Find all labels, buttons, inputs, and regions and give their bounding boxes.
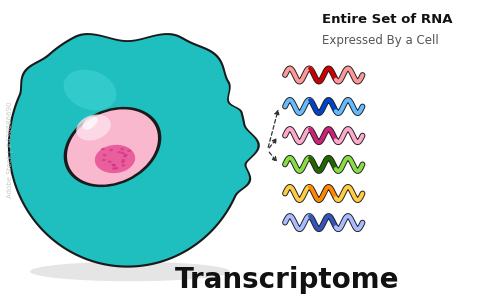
Ellipse shape (112, 164, 116, 166)
Text: Transcriptome: Transcriptome (176, 266, 400, 295)
Ellipse shape (122, 164, 126, 167)
Ellipse shape (95, 145, 135, 173)
Ellipse shape (118, 151, 122, 153)
Ellipse shape (127, 149, 131, 152)
Ellipse shape (112, 167, 116, 170)
Ellipse shape (120, 161, 124, 163)
Ellipse shape (82, 116, 98, 130)
Ellipse shape (114, 167, 118, 170)
Ellipse shape (121, 152, 125, 154)
Ellipse shape (30, 262, 230, 281)
Ellipse shape (76, 115, 111, 140)
Ellipse shape (112, 164, 116, 167)
Ellipse shape (67, 109, 158, 185)
Ellipse shape (64, 70, 116, 110)
Ellipse shape (101, 148, 105, 150)
Ellipse shape (102, 154, 106, 156)
Text: Entire Set of RNA: Entire Set of RNA (322, 13, 453, 26)
Polygon shape (10, 35, 258, 266)
Text: Adobe Stock | #430686690: Adobe Stock | #430686690 (8, 102, 14, 198)
Ellipse shape (108, 160, 112, 163)
Ellipse shape (102, 159, 106, 161)
Ellipse shape (121, 159, 125, 161)
Polygon shape (8, 33, 260, 268)
Text: Expressed By a Cell: Expressed By a Cell (322, 34, 440, 47)
Ellipse shape (109, 149, 113, 151)
Ellipse shape (123, 155, 127, 158)
Ellipse shape (64, 107, 162, 187)
Ellipse shape (124, 154, 128, 156)
Ellipse shape (120, 148, 124, 150)
